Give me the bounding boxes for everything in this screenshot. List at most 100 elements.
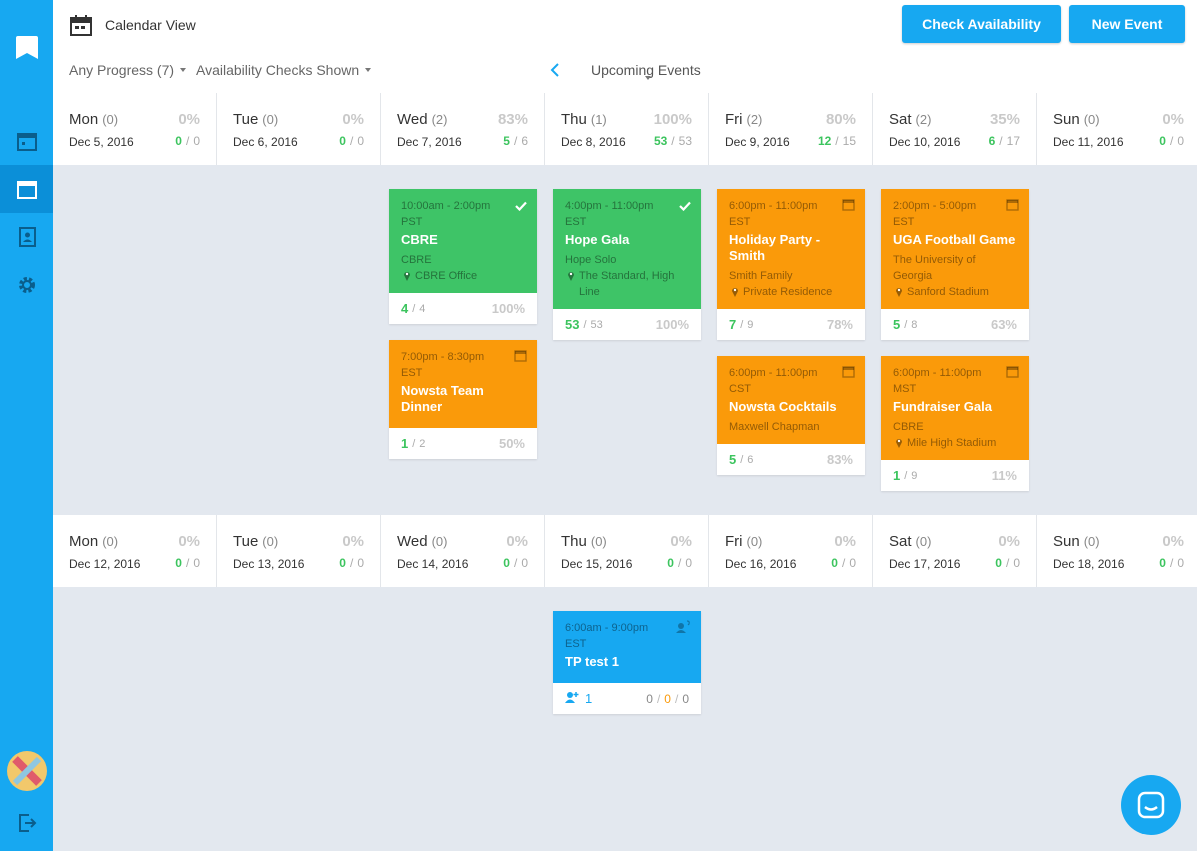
nav-settings[interactable]	[0, 261, 53, 309]
event-card[interactable]: 2:00pm - 5:00pm EST UGA Football Game The U…	[881, 189, 1029, 340]
filled-count: 0	[995, 556, 1002, 570]
day-fill: 6/17	[989, 134, 1020, 148]
status-icon	[1006, 365, 1019, 383]
filled-count: 0	[503, 556, 510, 570]
logo[interactable]	[0, 24, 53, 72]
event-card[interactable]: 4:00pm - 11:00pm EST Hope Gala Hope Solo The…	[553, 189, 701, 340]
avatar[interactable]	[0, 747, 53, 795]
nav-contacts[interactable]	[0, 213, 53, 261]
event-card[interactable]: 6:00am - 9:00pm EST TP test 1 1 0/0/0	[553, 611, 701, 714]
event-header: 10:00am - 2:00pm PST CBRE CBRE CBRE Office	[389, 189, 537, 293]
event-percent: 83%	[826, 452, 853, 467]
week-body: 10:00am - 2:00pm PST CBRE CBRE CBRE Office 4 /…	[53, 165, 1197, 515]
day-name: Wed	[397, 111, 428, 128]
day-date: Dec 8, 2016	[561, 135, 626, 149]
toolbar: Calendar View Check Availability New Eve…	[53, 0, 1197, 93]
day-date: Dec 9, 2016	[725, 135, 790, 149]
day-fill: 0/0	[175, 134, 200, 148]
status-icon	[842, 365, 855, 383]
caret	[645, 76, 651, 83]
day-percent: 0%	[178, 533, 200, 550]
event-card[interactable]: 7:00pm - 8:30pm EST Nowsta Team Dinner 1/2 5…	[389, 340, 537, 459]
total-count: 2	[419, 437, 426, 450]
day-column: 6:00pm - 11:00pm EST Holiday Party - Smith…	[709, 165, 873, 515]
nav-calendar[interactable]	[0, 117, 53, 165]
logout[interactable]	[0, 799, 53, 847]
day-name: Mon	[69, 533, 99, 550]
checks-filter[interactable]: Availability Checks Shown	[196, 62, 372, 78]
event-card[interactable]: 6:00pm - 11:00pm CST Nowsta Cocktails Maxwe…	[717, 356, 865, 475]
prev-arrow[interactable]	[549, 63, 561, 77]
event-time: 6:00am - 9:00pm	[565, 622, 649, 634]
separator: /	[349, 556, 354, 570]
event-time: 7:00pm - 8:30pm	[401, 351, 485, 363]
chat-button[interactable]	[1121, 775, 1181, 835]
view-filter[interactable]: Upcoming Events	[591, 62, 701, 80]
total-count: 15	[842, 134, 856, 148]
day-header: Sat (2) 35% Dec 10, 2016 6/17	[873, 93, 1037, 165]
day-date: Dec 12, 2016	[69, 557, 141, 571]
event-timezone: EST	[893, 216, 915, 228]
day-date: Dec 10, 2016	[889, 135, 961, 149]
week-header: Mon (0) 0% Dec 5, 2016 0/0 Tue (0) 0% Dec 6, 201…	[53, 93, 1197, 165]
day-name: Wed	[397, 533, 428, 550]
day-column: 2:00pm - 5:00pm EST UGA Football Game The U…	[873, 165, 1037, 515]
separator: /	[904, 318, 908, 331]
main: Calendar View Check Availability New Eve…	[53, 0, 1197, 851]
day-fill: 0/0	[667, 556, 692, 570]
location-text: Mile High Stadium	[907, 437, 997, 449]
separator: /	[841, 556, 846, 570]
total-count: 17	[1006, 134, 1020, 148]
event-footer: 7/9 78%	[717, 309, 865, 340]
day-name: Thu	[561, 111, 587, 128]
separator: /	[513, 134, 518, 148]
total-count: 8	[911, 318, 918, 331]
filled-count: 53	[565, 317, 580, 332]
filled-count: 4	[401, 301, 409, 316]
new-event-button[interactable]: New Event	[1069, 5, 1185, 43]
day-name: Sat	[889, 111, 912, 128]
event-percent: 100%	[491, 301, 525, 316]
day-header: Wed (0) 0% Dec 14, 2016 0/0	[381, 515, 545, 587]
total-count: 4	[419, 302, 426, 315]
filled-count: 12	[817, 134, 832, 148]
event-client: CBRE	[893, 421, 924, 433]
sidebar	[0, 0, 53, 851]
event-card[interactable]: 6:00pm - 11:00pm EST Holiday Party - Smith…	[717, 189, 865, 340]
event-count: (0)	[746, 534, 763, 549]
separator: /	[740, 318, 744, 331]
event-card[interactable]: 6:00pm - 11:00pm MST Fundraiser Gala CBRE Mi…	[881, 356, 1029, 491]
event-header: 6:00pm - 11:00pm CST Nowsta Cocktails Maxwe…	[717, 356, 865, 444]
event-count: (2)	[746, 112, 763, 127]
day-fill: 0/0	[831, 556, 856, 570]
day-fill: 0/0	[503, 556, 528, 570]
week-header: Mon (0) 0% Dec 12, 2016 0/0 Tue (0) 0% Dec 13, 2…	[53, 515, 1197, 587]
event-title: Hope Gala	[565, 232, 630, 247]
event-count: (1)	[590, 112, 607, 127]
event-header: 6:00am - 9:00pm EST TP test 1	[553, 611, 701, 683]
event-client: Hope Solo	[565, 254, 617, 266]
event-footer: 53/53 100%	[553, 309, 701, 340]
check-availability-button[interactable]: Check Availability	[902, 5, 1061, 43]
total-count: 9	[747, 318, 754, 331]
day-name: Fri	[725, 111, 743, 128]
nav-calendar-active[interactable]	[0, 165, 53, 213]
total-count: 0	[357, 134, 364, 148]
event-footer: 5/6 83%	[717, 444, 865, 475]
filled-count: 7	[729, 317, 737, 332]
filled-count: 6	[988, 134, 996, 148]
separator: /	[904, 469, 908, 482]
event-count: (0)	[1083, 534, 1100, 549]
event-title: Holiday Party - Smith	[729, 232, 821, 263]
staff-counts: 0/0/0	[646, 692, 689, 706]
event-footer: 4/4 100%	[389, 293, 537, 324]
event-card[interactable]: 10:00am - 2:00pm PST CBRE CBRE CBRE Office 4/…	[389, 189, 537, 324]
event-percent: 100%	[655, 317, 689, 332]
total-count: 0	[193, 556, 200, 570]
progress-filter[interactable]: Any Progress (7)	[69, 62, 187, 78]
location-text: CBRE Office	[415, 270, 478, 282]
day-percent: 0%	[670, 533, 692, 550]
event-count: (0)	[1083, 112, 1100, 127]
day-fill: 0/0	[339, 134, 364, 148]
